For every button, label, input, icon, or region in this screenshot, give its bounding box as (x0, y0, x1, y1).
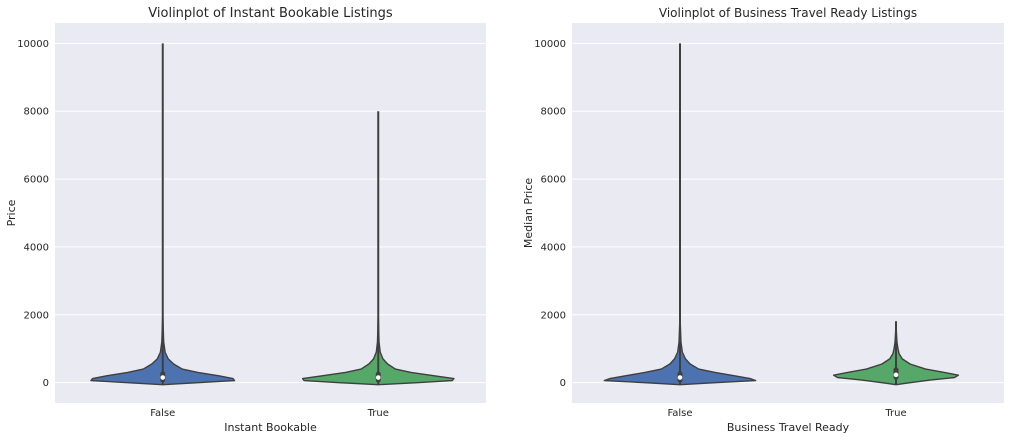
violin-median (893, 372, 899, 378)
right-plot-area (572, 23, 1004, 403)
y-tick-label: 2000 (541, 310, 566, 321)
left-y-tick-labels: 0 2000 4000 6000 8000 10000 (17, 39, 49, 389)
y-tick-label: 4000 (541, 242, 566, 253)
left-chart: 0 2000 4000 6000 8000 10000 False True Violinp… (5, 6, 486, 434)
x-tick-label: True (884, 408, 906, 419)
left-chart-title: Violinplot of Instant Bookable Listings (148, 6, 393, 21)
violin-median (677, 375, 683, 380)
y-tick-label: 0 (43, 378, 49, 389)
y-tick-label: 8000 (24, 107, 49, 118)
left-violins (90, 43, 455, 386)
y-tick-label: 10000 (17, 39, 49, 50)
y-tick-label: 4000 (24, 242, 49, 253)
y-tick-label: 2000 (24, 310, 49, 321)
x-tick-label: False (667, 408, 692, 419)
y-tick-label: 6000 (24, 175, 49, 186)
y-tick-label: 6000 (541, 175, 566, 186)
x-tick-label: False (150, 408, 175, 419)
right-chart-title: Violinplot of Business Travel Ready List… (659, 6, 917, 20)
right-x-tick-labels: False True (667, 408, 906, 419)
right-y-tick-labels: 0 2000 4000 6000 8000 10000 (534, 39, 566, 389)
y-tick-label: 0 (560, 378, 566, 389)
left-plot-area (55, 23, 486, 403)
left-y-axis-label: Price (5, 199, 18, 226)
violin-median (375, 375, 381, 380)
violin-median (160, 375, 166, 380)
y-tick-label: 8000 (541, 107, 566, 118)
right-x-axis-label: Business Travel Ready (727, 421, 850, 434)
left-x-tick-labels: False True (150, 408, 389, 419)
x-tick-label: True (367, 408, 389, 419)
y-tick-label: 10000 (534, 39, 566, 50)
left-x-axis-label: Instant Bookable (224, 421, 317, 434)
right-chart: 0 2000 4000 6000 8000 10000 False True Violinp… (522, 6, 1004, 434)
right-violins (603, 43, 960, 386)
right-y-axis-label: Median Price (522, 178, 535, 249)
